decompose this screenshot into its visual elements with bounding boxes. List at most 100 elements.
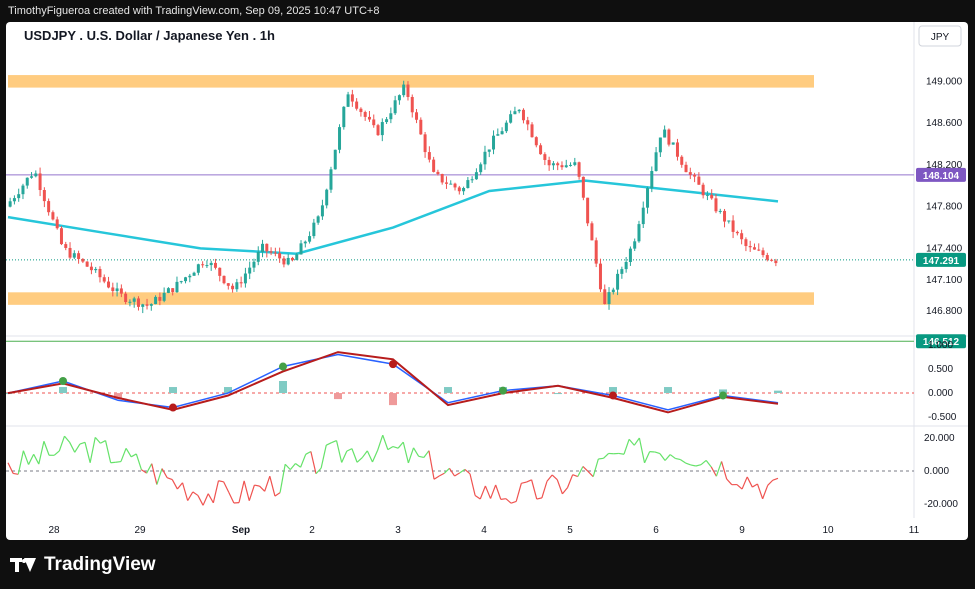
candle [145,304,149,306]
oscillator-segment [469,473,476,496]
oscillator-segment [495,484,502,500]
oscillator-segment [64,435,71,443]
price-label-box [916,252,966,267]
candle [47,201,51,213]
candle [115,288,119,292]
candle [701,184,705,196]
candle [393,100,397,114]
candle [338,127,342,150]
oscillator-segment [166,477,173,481]
candle [560,165,564,168]
oscillator-segment [279,464,286,493]
time-tick-label: Sep [232,525,250,536]
candle [141,304,145,307]
oscillator-segment [335,440,343,463]
chart-canvas[interactable]: 148.104 147.291 146.512 149.000 148.600 148.2… [6,22,968,540]
oscillator-segment [664,454,671,461]
candle [51,212,55,220]
time-tick-label: 3 [395,525,401,536]
candle [226,283,230,286]
oscillator-segment [197,495,204,506]
osc-tick-label: 0.000 [924,466,949,477]
oscillator-segment [115,460,122,463]
time-tick-label: 29 [134,525,146,536]
oscillator-segment [741,476,748,490]
tradingview-logo[interactable]: TradingView [10,554,156,576]
candle [128,301,132,303]
candle [671,142,675,145]
price-zone-0 [8,75,814,88]
oscillator-segment [448,467,456,477]
oscillator-segment [202,493,209,506]
oscillator-segment [361,450,368,459]
candle [72,253,76,258]
candle [175,281,179,293]
candle [740,233,744,240]
price-axis: 148.104 147.291 146.512 149.000 148.600 148.2… [916,76,966,510]
candle [718,210,722,212]
candle [209,262,213,266]
candle [154,296,158,305]
oscillator-segment [474,495,481,500]
oscillator-segment [772,477,779,481]
macd-histogram-bar [169,387,177,394]
candle [402,84,406,96]
candle [590,223,594,241]
macd-pane [6,351,914,414]
candle [705,194,709,196]
candle [179,281,183,283]
macd-tick-label: 1.000 [928,340,953,351]
candle [8,201,12,207]
oscillator-segment [418,455,424,459]
currency-button[interactable] [918,25,962,47]
candle [466,180,470,188]
time-tick-label: 28 [48,525,60,536]
candle [346,94,350,107]
oscillator-segment [300,454,307,468]
oscillator-segment [433,475,440,480]
time-tick-label: 5 [567,525,573,536]
macd-cross-marker [169,403,177,412]
candle [239,282,243,284]
candle [415,112,419,120]
oscillator-segment [171,479,178,490]
candle [675,142,679,157]
oscillator-segment [541,481,548,499]
price-label-text: 147.291 [923,256,960,267]
oscillator-segment [669,454,676,459]
candle [111,287,115,292]
oscillator-segment [680,459,686,464]
oscillator-segment [13,472,19,475]
candle [325,189,329,206]
oscillator-segment [587,470,594,478]
oscillator-segment [521,481,527,484]
candle [496,134,500,136]
candle [290,257,294,261]
chart-panel[interactable]: 148.104 147.291 146.512 149.000 148.600 148.2… [6,22,968,540]
candle [350,94,354,102]
candle [487,149,491,152]
oscillator-segment [366,450,374,463]
candle [744,239,748,247]
candle [205,265,209,267]
oscillator-segment [310,451,317,474]
oscillator-segment [223,481,230,493]
macd-histogram-bar [59,387,67,394]
candle [483,151,487,165]
oscillator-segment [402,442,409,464]
candle [38,173,42,191]
price-tick-label: 148.600 [926,118,963,129]
oscillator-segment [536,497,543,500]
candle [616,273,620,290]
oscillator-segment [551,474,558,481]
candle [457,187,461,192]
oscillator-segment [218,480,224,483]
oscillator-segment [592,458,599,477]
oscillator-pane [6,434,914,506]
candle [77,253,81,259]
candle [513,111,517,115]
oscillator-segment [135,453,143,470]
candle [419,119,423,135]
currency-label: JPY [931,32,950,43]
candle [539,145,543,155]
